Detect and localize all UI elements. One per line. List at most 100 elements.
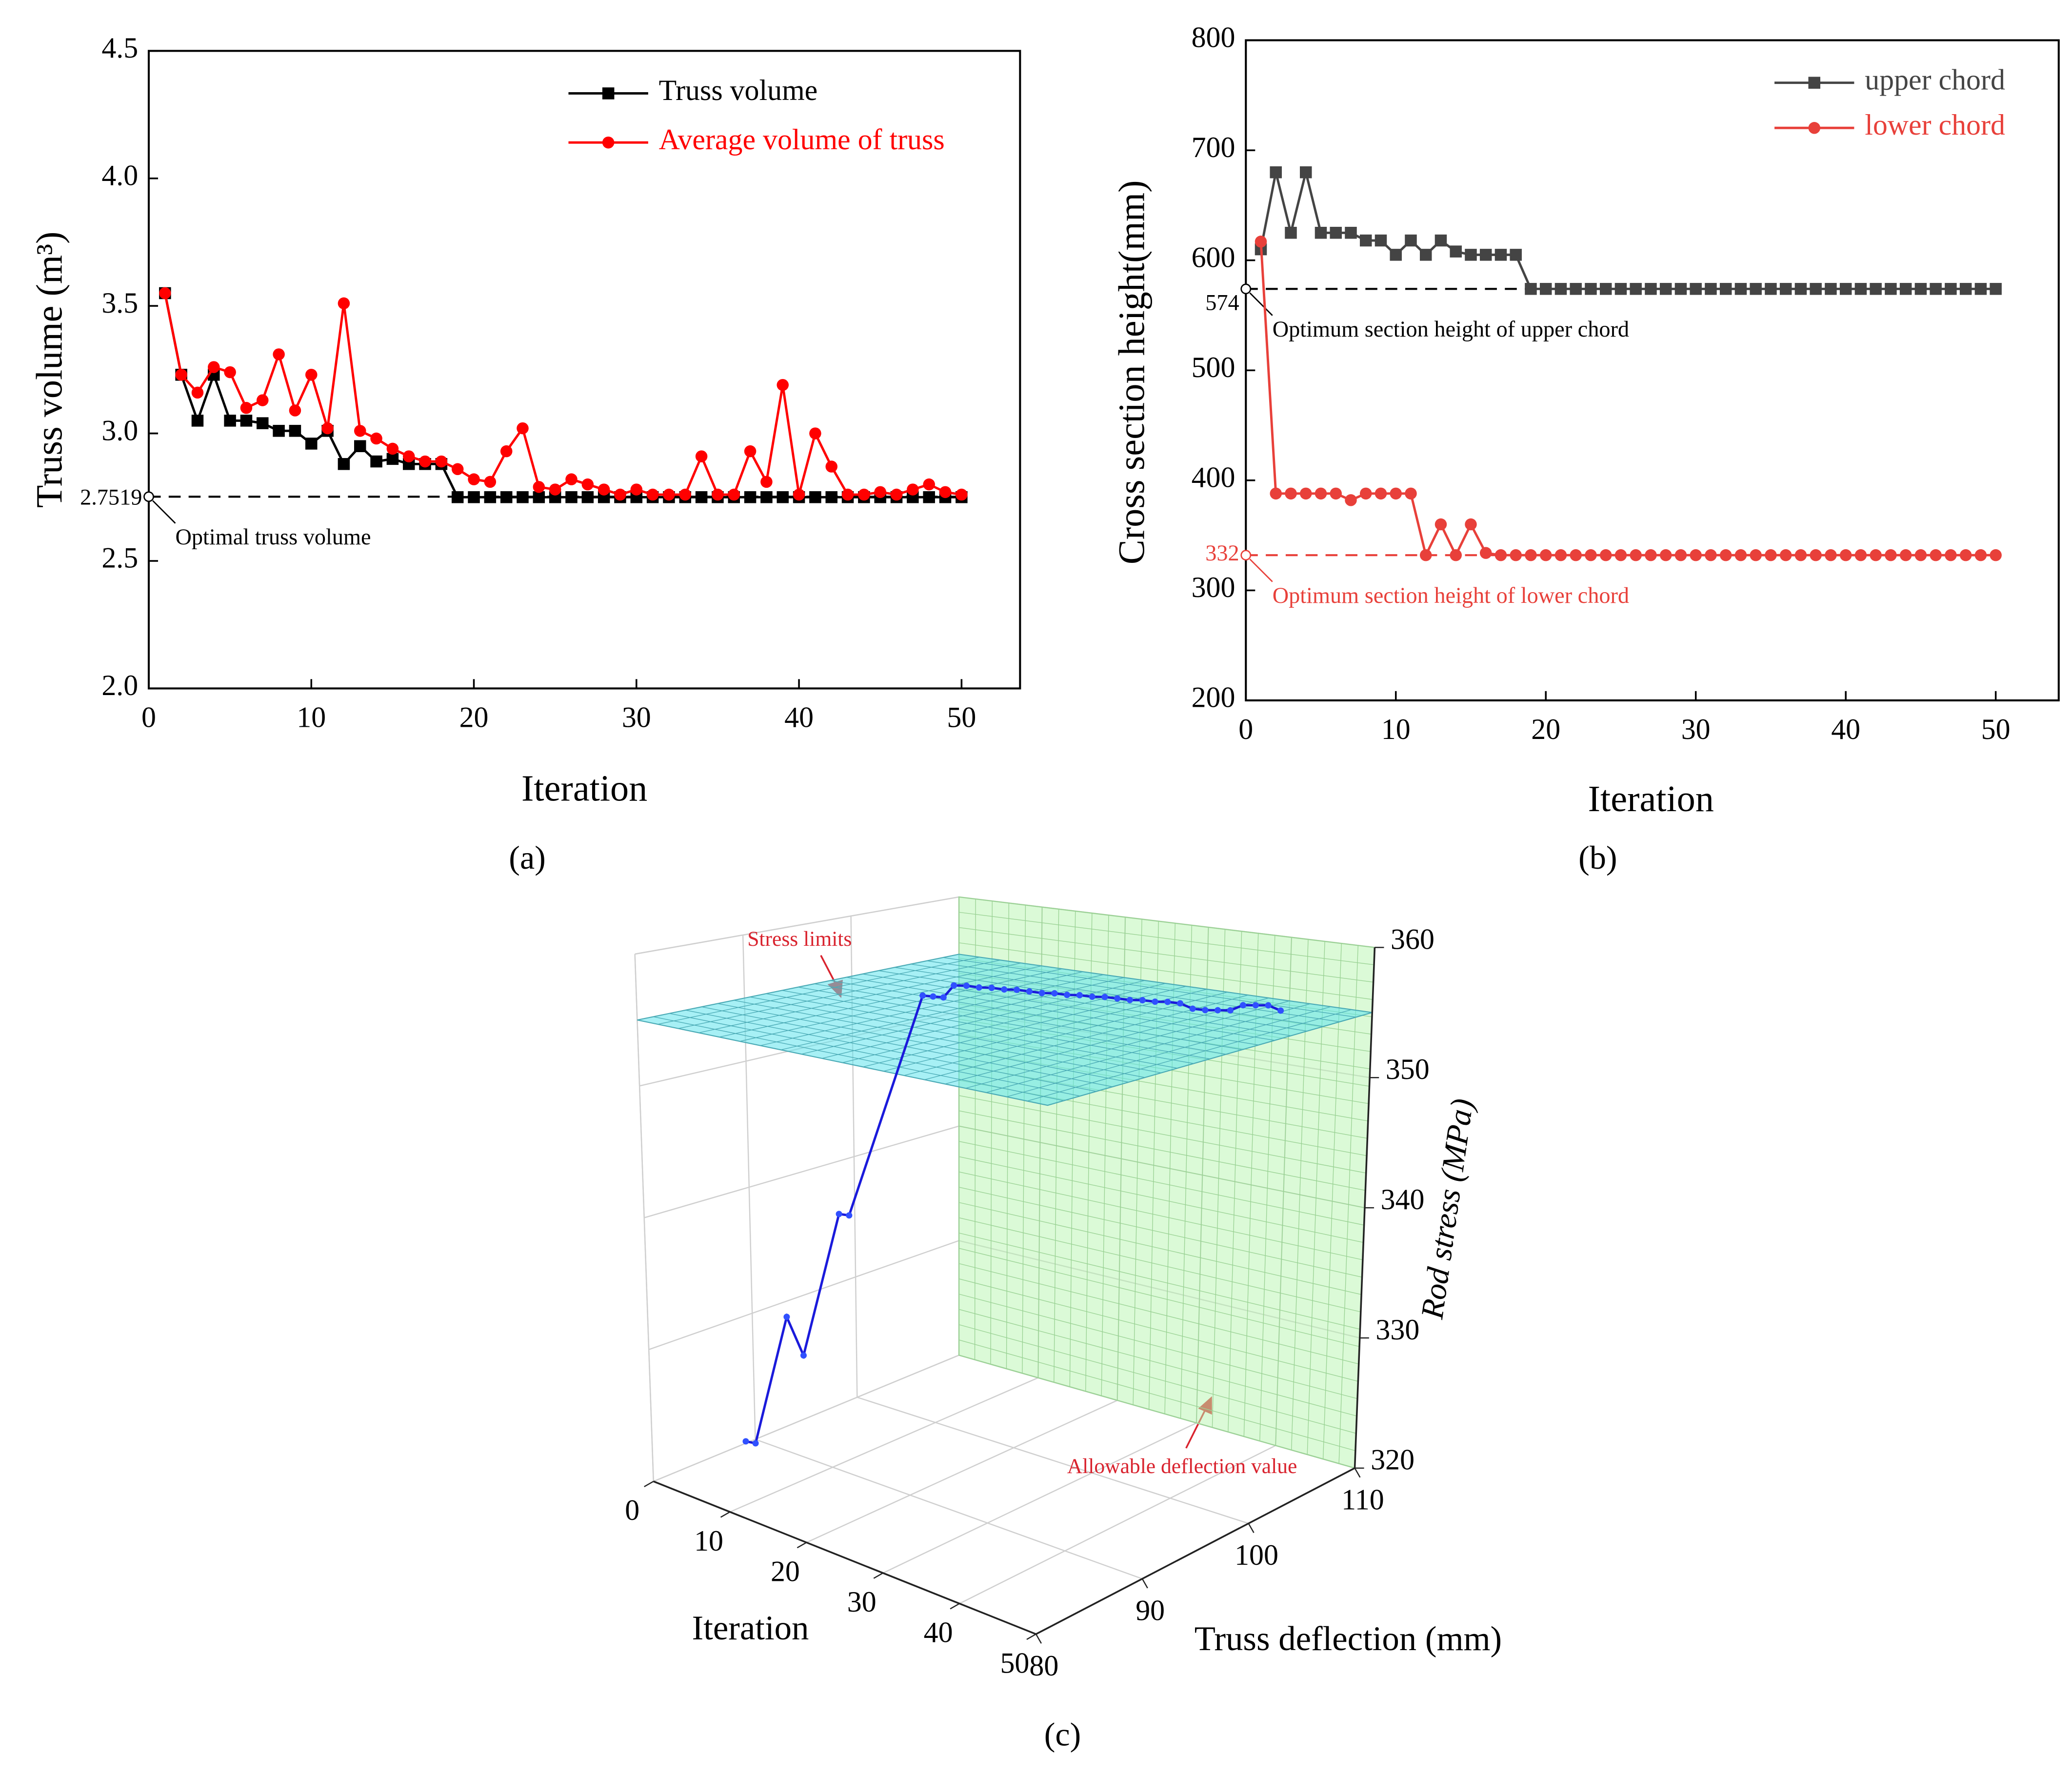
reference-value: 332: [1205, 541, 1239, 566]
marker: [907, 483, 919, 496]
marker: [191, 415, 204, 427]
marker: [1345, 227, 1357, 239]
grid-line: [882, 1422, 1197, 1574]
x-tick-label: 0: [141, 701, 156, 734]
x-tick-label: 30: [1681, 713, 1711, 745]
marker: [175, 369, 187, 381]
plane-mesh: [814, 983, 1226, 1055]
marker: [517, 491, 529, 503]
marker: [1930, 283, 1942, 295]
marker: [257, 417, 269, 429]
x-tick-label: 30: [847, 1586, 877, 1618]
marker: [370, 455, 382, 468]
plane-mesh: [830, 980, 1243, 1050]
marker: [240, 402, 253, 414]
marker: [1945, 549, 1957, 561]
reference-point: [1240, 550, 1252, 561]
marker: [1525, 549, 1537, 561]
marker: [760, 476, 773, 488]
reference-text: Optimal truss volume: [175, 525, 371, 550]
marker: [338, 458, 350, 470]
y-tick-label: 400: [1192, 461, 1235, 494]
marker: [1599, 549, 1612, 561]
plane-mesh: [986, 1003, 1311, 1093]
marker: [679, 488, 692, 501]
marker: [1854, 283, 1867, 295]
marker: [1585, 549, 1597, 561]
marker: [435, 455, 448, 468]
y-tick-label: 3.0: [101, 414, 138, 446]
marker: [1674, 283, 1687, 295]
marker: [630, 483, 643, 496]
plane-mesh: [904, 992, 1228, 1076]
marker: [1265, 1002, 1272, 1009]
marker: [1690, 549, 1702, 561]
grid-line: [648, 1240, 959, 1350]
y-tick-label: 2.0: [101, 669, 138, 701]
marker: [208, 361, 220, 373]
marker: [1227, 1007, 1234, 1014]
marker: [1808, 77, 1820, 89]
marker: [354, 425, 366, 437]
marker: [1177, 1000, 1184, 1007]
marker: [1750, 549, 1762, 561]
plane-mesh: [1027, 1009, 1352, 1102]
marker: [1014, 986, 1020, 993]
y-axis-title: Truss deflection (mm): [1195, 1620, 1502, 1658]
plane-mesh: [945, 997, 1269, 1085]
y-tick-label: 800: [1192, 21, 1235, 53]
marker: [951, 982, 957, 989]
marker: [159, 287, 171, 299]
marker: [1419, 249, 1432, 261]
marker: [1779, 549, 1792, 561]
marker: [614, 488, 626, 501]
y-tick-label: 100: [1235, 1539, 1278, 1571]
marker: [1990, 283, 2002, 295]
marker: [1270, 487, 1282, 500]
marker: [1810, 283, 1822, 295]
marker: [1277, 1007, 1284, 1014]
y-tick: [1248, 1523, 1255, 1533]
marker: [1839, 549, 1852, 561]
marker: [1479, 547, 1492, 559]
marker: [1719, 549, 1732, 561]
marker: [1674, 549, 1687, 561]
marker: [1554, 549, 1567, 561]
marker: [1359, 487, 1372, 500]
marker: [1285, 487, 1297, 500]
legend-label: lower chord: [1865, 109, 2005, 141]
marker: [976, 984, 982, 991]
marker: [1734, 549, 1747, 561]
marker: [1914, 283, 1927, 295]
leader-line: [152, 500, 176, 524]
marker: [1434, 234, 1447, 247]
x-axis-title: Iteration: [692, 1609, 809, 1647]
y-axis-title: Cross section height(mm): [1112, 180, 1153, 564]
marker: [1779, 283, 1792, 295]
marker: [1885, 549, 1897, 561]
legend-label: Average volume of truss: [659, 123, 945, 156]
x-axis: [653, 1480, 1036, 1635]
reference-value: 574: [1205, 291, 1239, 316]
marker: [1405, 234, 1417, 247]
marker: [1494, 549, 1507, 561]
x-tick-label: 50: [947, 701, 976, 734]
marker: [451, 463, 464, 476]
marker: [919, 992, 926, 999]
plane-mesh: [965, 1000, 1290, 1089]
marker: [581, 478, 594, 491]
wall-mesh: [958, 912, 1375, 965]
marker: [956, 488, 968, 501]
y-tick-label: 4.0: [101, 159, 138, 191]
marker: [836, 1211, 842, 1217]
marker: [1375, 234, 1387, 247]
marker: [1705, 283, 1717, 295]
marker: [1930, 549, 1942, 561]
x-tick-label: 40: [1831, 713, 1860, 745]
grid-line: [806, 1399, 1118, 1543]
plane-mesh: [862, 974, 1275, 1041]
marker: [240, 415, 253, 427]
marker: [500, 491, 513, 503]
wall-mesh: [958, 1324, 1356, 1434]
series-line: [163, 293, 962, 498]
